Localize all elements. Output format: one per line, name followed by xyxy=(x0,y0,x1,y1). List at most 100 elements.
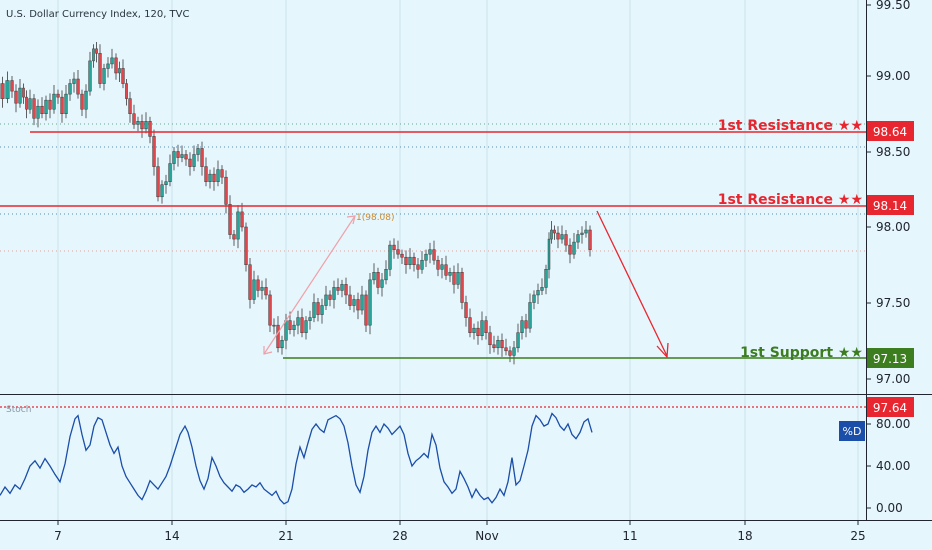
candle xyxy=(64,93,68,115)
candle xyxy=(200,148,204,167)
candle xyxy=(232,234,236,240)
candle xyxy=(160,184,164,198)
candle xyxy=(184,154,188,160)
candle xyxy=(550,229,553,240)
time-tick: 14 xyxy=(164,529,179,543)
candle xyxy=(492,344,496,349)
candle xyxy=(528,302,532,329)
candle xyxy=(52,93,56,110)
candle xyxy=(114,57,118,74)
candle xyxy=(5,80,10,99)
stoch-tick: 40.00 xyxy=(876,459,910,473)
candle xyxy=(556,232,560,240)
price-badge-support: 97.13 xyxy=(867,348,914,368)
candle xyxy=(284,320,288,341)
candle xyxy=(92,48,95,62)
price-tick: 99.00 xyxy=(876,69,910,83)
candle xyxy=(488,332,492,346)
candle xyxy=(288,320,292,330)
fib-projection: 1(98.08) xyxy=(263,213,395,355)
candle xyxy=(496,340,500,349)
candle xyxy=(204,166,208,182)
candle xyxy=(80,93,84,110)
candle xyxy=(324,294,328,306)
candle xyxy=(352,299,356,306)
candle xyxy=(464,302,468,318)
candle xyxy=(344,284,348,296)
candle xyxy=(500,340,504,349)
candle xyxy=(308,317,312,321)
candle xyxy=(60,96,64,114)
candle xyxy=(332,287,336,300)
candle xyxy=(98,53,102,84)
candle xyxy=(121,68,125,84)
stoch-d-badge[interactable]: %D xyxy=(839,421,865,441)
time-tick: Nov xyxy=(475,529,498,543)
candle xyxy=(508,350,512,356)
candle xyxy=(268,294,272,326)
candle xyxy=(84,90,88,110)
candle xyxy=(88,60,92,92)
resistance-level-2-label: 1st Resistance ★★ xyxy=(718,192,863,208)
fib-projection-line xyxy=(263,215,356,355)
candle xyxy=(216,169,220,182)
candle xyxy=(584,229,588,234)
candle xyxy=(564,234,568,246)
candle xyxy=(228,204,232,235)
candle xyxy=(196,148,200,155)
time-tick: 11 xyxy=(622,529,637,543)
stoch-tick: 80.00 xyxy=(876,417,910,431)
candle xyxy=(568,244,572,255)
candle xyxy=(484,320,488,333)
candle xyxy=(456,272,460,285)
candle xyxy=(424,253,428,261)
fib-projection-arrowhead-top xyxy=(346,215,356,225)
candle xyxy=(520,320,524,333)
candle xyxy=(28,98,32,110)
candle xyxy=(392,244,396,250)
candle xyxy=(40,105,44,114)
candle xyxy=(168,163,172,182)
candle xyxy=(260,287,264,291)
candle xyxy=(144,121,148,130)
candle xyxy=(460,272,464,303)
candle xyxy=(504,347,508,352)
stoch-line xyxy=(0,412,593,505)
candle xyxy=(220,169,224,178)
vertical-gridlines xyxy=(57,0,859,520)
fib-projection-arrowhead-bottom xyxy=(263,346,273,355)
candle xyxy=(95,48,98,54)
candle xyxy=(132,113,136,125)
level-lines xyxy=(0,131,866,359)
price-badge-text: 97.13 xyxy=(873,352,907,366)
time-tick: 7 xyxy=(54,529,62,543)
candle xyxy=(300,317,304,333)
candle xyxy=(224,176,228,205)
candle xyxy=(148,121,152,137)
time-tick: 18 xyxy=(737,529,752,543)
candle xyxy=(580,232,584,235)
candle xyxy=(320,305,324,315)
candle xyxy=(76,78,80,95)
price-badge-resistance-1: 98.64 xyxy=(867,121,914,141)
price-tick: 98.50 xyxy=(876,145,910,159)
candle xyxy=(376,272,380,288)
fib-label: 1(98.08) xyxy=(356,213,395,223)
candle xyxy=(156,166,160,198)
candle xyxy=(172,151,176,164)
candle xyxy=(18,87,22,104)
price-tick: 97.50 xyxy=(876,296,910,310)
price-tick: 97.00 xyxy=(876,372,910,386)
candle xyxy=(110,57,114,65)
projection-arrow xyxy=(596,210,669,359)
candle xyxy=(536,290,540,296)
candle xyxy=(240,211,244,228)
time-tick: 21 xyxy=(278,529,293,543)
candle xyxy=(364,294,368,326)
candle xyxy=(164,181,168,185)
candle xyxy=(256,279,260,291)
dotted-reference-lines xyxy=(0,123,866,408)
candle xyxy=(432,249,436,261)
candle xyxy=(296,317,300,326)
